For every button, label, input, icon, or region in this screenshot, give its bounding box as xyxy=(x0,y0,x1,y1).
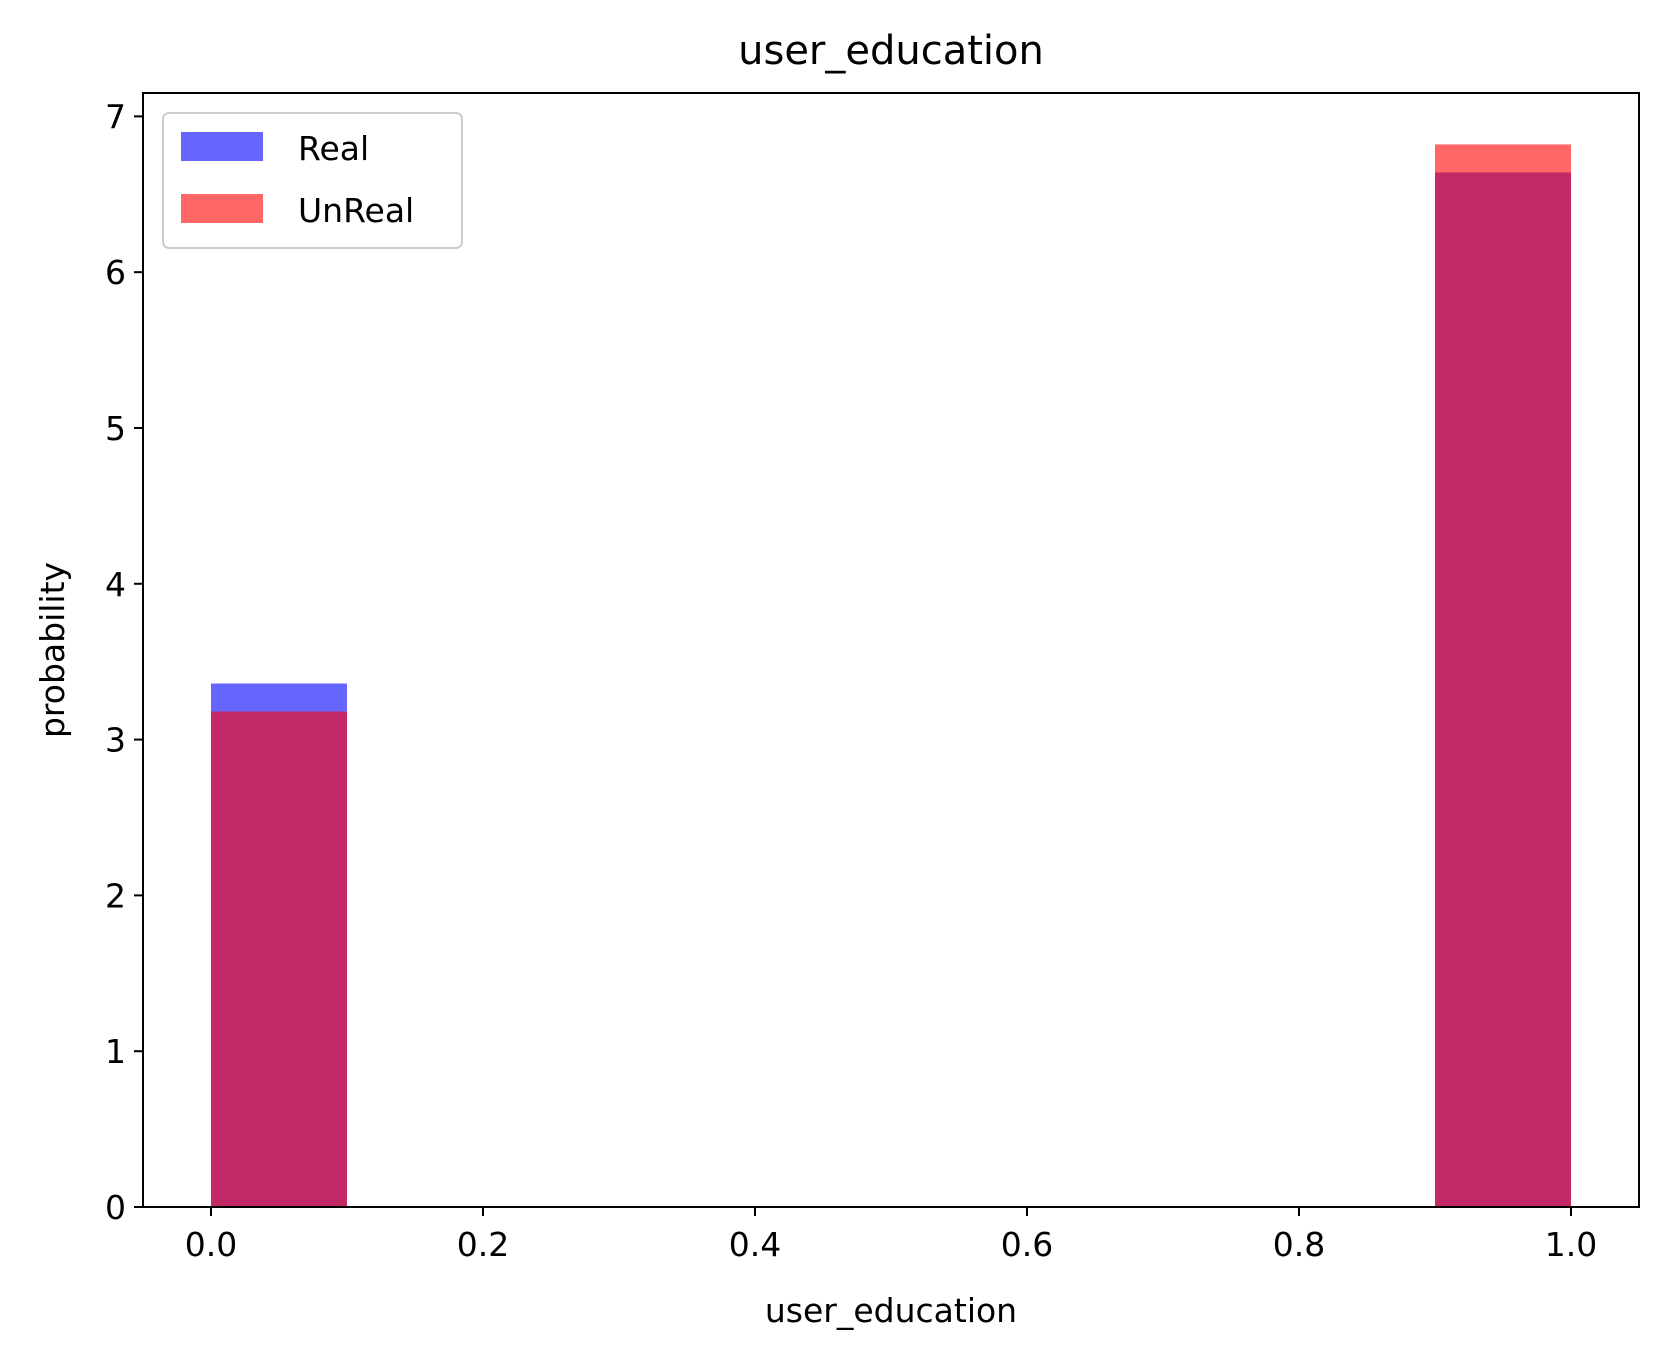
y-axis-ticks: 0 1 2 3 4 5 6 7 xyxy=(105,97,143,1227)
x-tick-label-1: 0.2 xyxy=(457,1225,509,1264)
legend-label-real: Real xyxy=(298,129,369,168)
legend-swatch-real xyxy=(181,132,263,161)
y-tick-label-7: 7 xyxy=(105,97,126,136)
y-axis-label: probability xyxy=(33,562,72,738)
x-tick-label-2: 0.4 xyxy=(729,1225,781,1264)
y-tick-label-6: 6 xyxy=(105,253,126,292)
x-tick-label-5: 1.0 xyxy=(1545,1225,1597,1264)
legend: Real UnReal xyxy=(162,112,463,249)
y-tick-label-4: 4 xyxy=(105,565,126,604)
x-tick-label-4: 0.8 xyxy=(1273,1225,1325,1264)
y-tick-label-1: 1 xyxy=(105,1032,126,1071)
plot-frame xyxy=(142,92,1640,1208)
legend-swatch-unreal xyxy=(181,194,263,223)
bars-layer xyxy=(211,144,1571,1207)
x-tick-label-3: 0.6 xyxy=(1001,1225,1053,1264)
y-tick-label-3: 3 xyxy=(105,721,126,760)
y-tick-label-5: 5 xyxy=(105,409,126,448)
x-tick-label-0: 0.0 xyxy=(185,1225,237,1264)
chart-title: user_education xyxy=(738,28,1044,74)
legend-label-unreal: UnReal xyxy=(298,191,414,230)
x-axis-ticks: 0.0 0.2 0.4 0.6 0.8 1.0 xyxy=(185,1207,1597,1264)
bar-unreal-1 xyxy=(1435,144,1571,1207)
y-tick-label-0: 0 xyxy=(105,1188,126,1227)
bar-unreal-0 xyxy=(211,711,347,1207)
x-axis-label: user_education xyxy=(765,1291,1017,1330)
y-tick-label-2: 2 xyxy=(105,876,126,915)
